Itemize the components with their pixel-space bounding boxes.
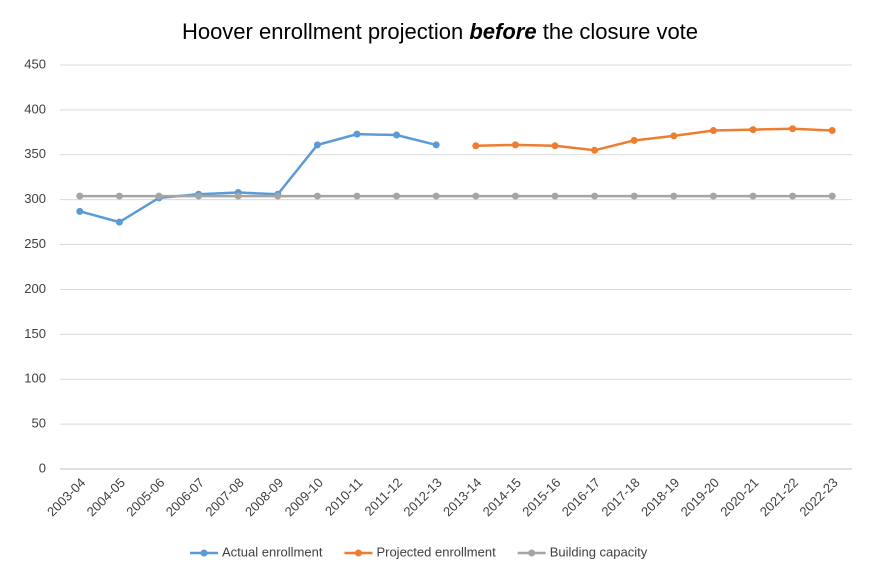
point xyxy=(591,192,599,200)
point xyxy=(709,127,717,135)
x-tick-label: 2013-14 xyxy=(440,475,484,519)
point xyxy=(115,192,123,200)
point xyxy=(353,192,361,200)
point xyxy=(749,192,757,200)
y-tick-label: 0 xyxy=(39,460,46,475)
x-tick-label: 2012-13 xyxy=(400,475,444,519)
x-tick-label: 2005-06 xyxy=(123,475,167,519)
x-tick-label: 2016-17 xyxy=(559,475,603,519)
point xyxy=(511,192,519,200)
point xyxy=(828,127,836,135)
x-tick-label: 2009-10 xyxy=(282,475,326,519)
point xyxy=(551,142,559,150)
point xyxy=(274,192,282,200)
point xyxy=(353,130,361,138)
point xyxy=(393,131,401,139)
point xyxy=(393,192,401,200)
series-line xyxy=(475,127,833,152)
point xyxy=(630,192,638,200)
x-tick-label: 2018-19 xyxy=(638,475,682,519)
x-tick-label: 2020-21 xyxy=(717,475,761,519)
point xyxy=(115,218,123,226)
point xyxy=(551,192,559,200)
x-tick-label: 2004-05 xyxy=(84,475,128,519)
point xyxy=(789,125,797,133)
point xyxy=(76,192,84,200)
point xyxy=(76,207,84,215)
legend-label: Building capacity xyxy=(550,544,648,559)
y-tick-label: 150 xyxy=(24,326,46,341)
point xyxy=(670,192,678,200)
x-tick-label: 2014-15 xyxy=(480,475,524,519)
x-tick-label: 2006-07 xyxy=(163,475,207,519)
title-part: the closure vote xyxy=(543,19,698,44)
x-tick-label: 2021-22 xyxy=(757,475,801,519)
point xyxy=(789,192,797,200)
x-tick-label: 2015-16 xyxy=(519,475,563,519)
y-tick-label: 100 xyxy=(24,371,46,386)
x-tick-label: 2010-11 xyxy=(322,475,366,519)
point xyxy=(828,192,836,200)
chart-title: Hoover enrollment projection before the … xyxy=(182,19,698,44)
point xyxy=(472,192,480,200)
point xyxy=(234,192,242,200)
series-line xyxy=(79,132,437,224)
legend-marker xyxy=(354,549,362,557)
point xyxy=(313,192,321,200)
y-tick-label: 300 xyxy=(24,191,46,206)
legend-marker xyxy=(200,549,208,557)
point xyxy=(511,141,519,149)
x-tick-label: 2007-08 xyxy=(202,475,246,519)
point xyxy=(432,141,440,149)
legend-label: Actual enrollment xyxy=(222,544,323,559)
point xyxy=(195,192,203,200)
legend-label: Projected enrollment xyxy=(376,544,496,559)
point xyxy=(630,136,638,144)
point xyxy=(313,141,321,149)
x-tick-label: 2011-12 xyxy=(361,475,405,519)
point xyxy=(472,142,480,150)
legend-marker xyxy=(528,549,536,557)
point xyxy=(155,192,163,200)
point xyxy=(670,132,678,140)
title-part: Hoover enrollment projection xyxy=(182,19,463,44)
point xyxy=(591,146,599,154)
x-tick-label: 2017-18 xyxy=(598,475,642,519)
x-tick-label: 2008-09 xyxy=(242,475,286,519)
x-tick-label: 2003-04 xyxy=(44,475,88,519)
y-tick-label: 400 xyxy=(24,101,46,116)
point xyxy=(749,126,757,134)
y-tick-label: 350 xyxy=(24,146,46,161)
y-tick-label: 200 xyxy=(24,281,46,296)
x-tick-label: 2019-20 xyxy=(678,475,722,519)
x-tick-label: 2022-23 xyxy=(796,475,840,519)
point xyxy=(432,192,440,200)
title-emphasis: before xyxy=(469,19,536,44)
y-tick-label: 50 xyxy=(32,416,46,431)
y-tick-label: 250 xyxy=(24,236,46,251)
point xyxy=(709,192,717,200)
y-tick-label: 450 xyxy=(24,56,46,71)
